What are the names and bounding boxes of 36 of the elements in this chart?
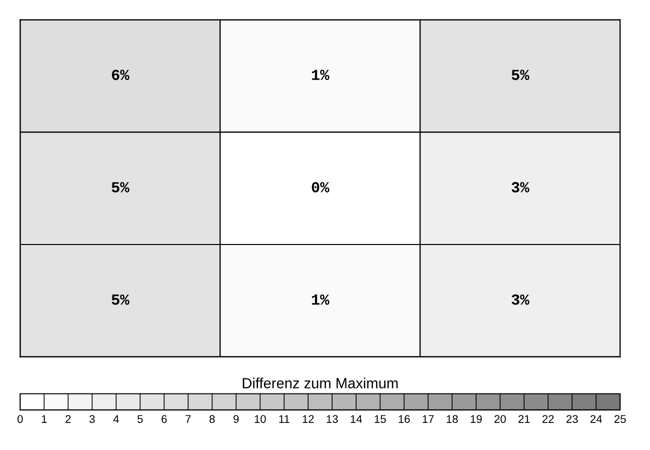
color-bar-label: 2 [66,415,71,423]
data-label: 0% [312,182,330,192]
color-bar-label: 6 [162,415,167,423]
data-label: 1% [312,294,330,305]
color-bar-label: 11 [279,415,290,423]
color-bar-label: 8 [210,415,215,423]
data-label: 3% [512,294,530,305]
color-bar-label: 10 [254,415,266,423]
color-bar-label: 18 [446,415,458,423]
color-bar-label: 15 [374,415,386,423]
color-bar-label: 3 [89,415,95,423]
color-bar-label: 4 [113,415,119,423]
color-bar-label: 5 [137,415,143,423]
data-label: 5% [112,182,130,192]
color-bar-label: 25 [614,415,626,423]
color-bar-label: 0 [17,415,23,423]
data-label: 5% [512,70,530,80]
color-bar-label: 19 [470,415,482,423]
data-label: 1% [312,70,330,80]
data-label: 5% [112,294,130,305]
data-label: 3% [512,182,530,192]
color-bar-label: 16 [398,415,410,423]
color-bar-label: 21 [518,415,530,423]
color-bar-label: 14 [350,415,362,423]
color-bar-label: 23 [566,415,578,423]
color-bar-label: 7 [186,415,191,423]
color-bar-label: 1 [42,415,47,423]
data-label: 6% [112,70,130,80]
color-bar-label: 9 [234,415,239,423]
color-bar-title: Differenz zum Maximum [242,378,398,388]
color-bar-label: 17 [422,415,434,423]
color-bar-label: 20 [494,415,506,423]
color-bar-label: 24 [590,415,602,423]
color-bar-label: 13 [326,415,338,423]
color-bar-label: 12 [302,415,314,423]
color-bar-label: 22 [542,415,554,423]
